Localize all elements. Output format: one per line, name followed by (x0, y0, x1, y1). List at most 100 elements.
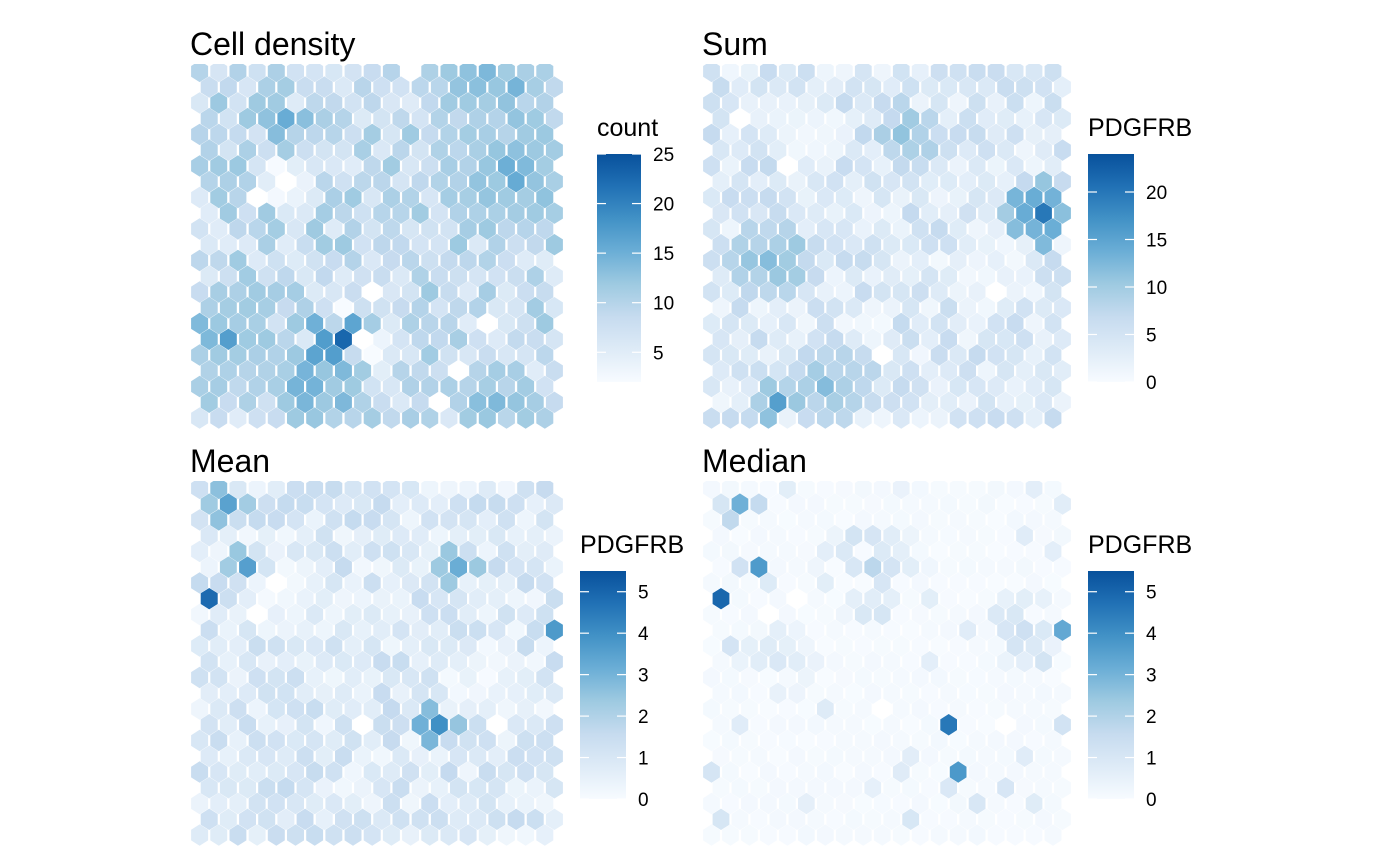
hex-cell (325, 635, 343, 657)
hex-cell (335, 202, 352, 224)
hex-cell (892, 249, 910, 272)
hex-cell (536, 792, 554, 815)
hex-cell (507, 745, 525, 767)
hex-cell (382, 249, 400, 272)
hex-cell (219, 777, 237, 799)
hex-cell (325, 666, 343, 689)
hex-cell (987, 218, 1005, 240)
hex-cell (382, 824, 400, 846)
hex-cell (478, 572, 496, 594)
hex-cell (411, 682, 429, 704)
hex-cell (750, 556, 768, 578)
hex-cell (1016, 391, 1033, 413)
hex-cell (191, 407, 209, 429)
hex-cell (873, 481, 891, 500)
hex-cell (788, 524, 806, 547)
hex-cell (769, 493, 787, 515)
hex-cell (258, 524, 276, 547)
hex-cell (450, 714, 467, 736)
hex-cell (798, 698, 815, 720)
hex-cell (1016, 265, 1033, 287)
hex-cell (267, 249, 285, 272)
hex-cell (902, 391, 920, 413)
hex-cell (219, 714, 237, 736)
hex-cell (798, 666, 815, 689)
hex-cell (344, 312, 362, 335)
hex-cell (296, 202, 314, 224)
hex-cell (306, 729, 324, 752)
hex-cell (267, 509, 285, 531)
hex-cell (760, 92, 777, 114)
hex-cell (930, 155, 948, 177)
hex-cell (892, 92, 910, 114)
hex-cell (1044, 344, 1062, 366)
hex-cell (902, 556, 920, 578)
hex-cell (430, 265, 448, 287)
hex-cell (526, 745, 544, 767)
hex-cell (921, 297, 939, 319)
hex-cell (335, 619, 352, 641)
hex-cell (788, 777, 806, 799)
hex-cell (421, 792, 439, 815)
hex-cell (315, 524, 333, 547)
hex-cell (978, 391, 995, 413)
hex-cell (306, 186, 324, 209)
hex-cell (373, 777, 391, 799)
hex-cell (210, 572, 228, 594)
hex-cell (191, 509, 209, 531)
hex-cell (363, 92, 381, 114)
hex-cell (229, 666, 247, 689)
hex-cell (864, 328, 882, 350)
hex-cell (363, 344, 381, 366)
hex-cell (200, 234, 218, 256)
hex-cell (536, 123, 554, 146)
colorbar-tick-label: 15 (653, 244, 674, 265)
hex-cell (750, 619, 768, 641)
hex-cell (987, 344, 1005, 366)
hex-cell (949, 281, 967, 303)
hex-cell (741, 540, 758, 563)
hex-cell (526, 265, 544, 287)
hex-cell (826, 808, 844, 830)
hex-cell (315, 714, 333, 736)
hex-cell (239, 808, 256, 830)
hex-cell (741, 281, 758, 303)
hex-cell (1025, 186, 1043, 209)
hex-cell (807, 234, 825, 256)
hex-cell (987, 123, 1005, 146)
hex-cell (902, 777, 920, 799)
hex-cell (478, 540, 496, 563)
hex-cell (363, 729, 381, 752)
hex-cell (864, 202, 882, 224)
hex-cell (902, 714, 920, 736)
hex-cell (798, 761, 815, 783)
hex-cell (722, 761, 739, 783)
hex-cell (545, 619, 563, 641)
hex-cell (488, 360, 506, 382)
hex-cell (940, 234, 957, 256)
hex-cell (845, 328, 863, 350)
hex-cell (526, 619, 544, 641)
hex-cell (703, 218, 720, 240)
hex-cell (1025, 698, 1043, 720)
hex-cell (421, 312, 439, 335)
hex-cell (392, 745, 410, 767)
hex-cell (835, 761, 853, 783)
hex-cell (930, 375, 948, 398)
hex-cell (258, 265, 276, 287)
hex-cell (930, 635, 948, 657)
hex-cell (835, 698, 853, 720)
hex-cell (854, 792, 872, 815)
hex-cell (750, 265, 768, 287)
hex-cell (1035, 808, 1052, 830)
hex-cell (864, 714, 882, 736)
hex-cell (478, 123, 496, 146)
hex-cell (229, 344, 247, 366)
hex-cell (892, 407, 910, 429)
hex-cell (1035, 745, 1052, 767)
hex-cell (498, 155, 515, 177)
hex-cell (287, 761, 304, 783)
hex-cell (703, 729, 720, 752)
hex-cell (798, 92, 815, 114)
hex-cell (779, 64, 796, 83)
